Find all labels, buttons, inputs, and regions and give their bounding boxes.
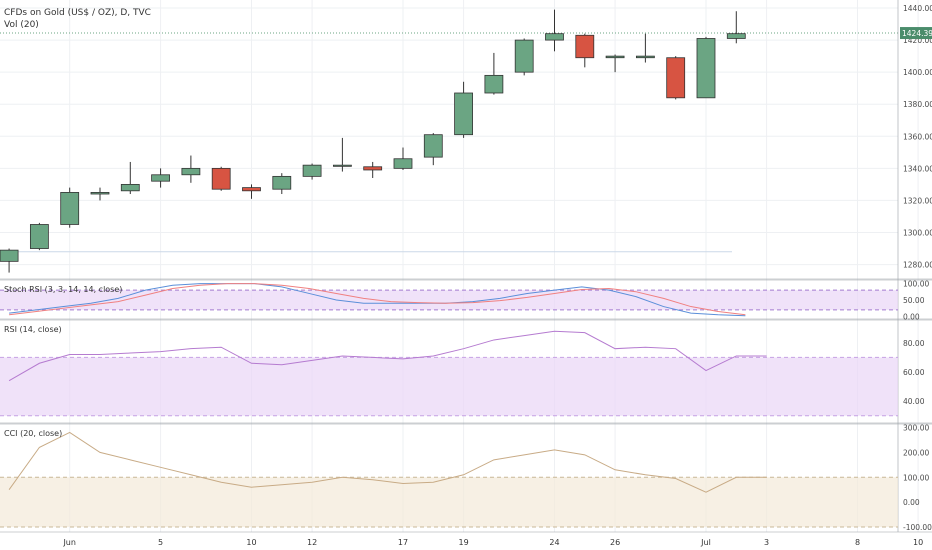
indicator-band	[0, 290, 898, 310]
x-axis-tick-label: 12	[307, 538, 317, 547]
candle-body[interactable]	[0, 249, 19, 262]
candle-body[interactable]	[545, 33, 564, 41]
indicator-line	[9, 283, 746, 317]
candle-body[interactable]	[242, 187, 261, 192]
symbol-title: CFDs on Gold (US$ / OZ), D, TVC	[4, 8, 151, 18]
candle-body[interactable]	[454, 92, 473, 136]
candle-body[interactable]	[151, 174, 170, 182]
candle-body[interactable]	[605, 55, 625, 59]
candle-body[interactable]	[484, 74, 504, 94]
indicator-band	[0, 477, 898, 528]
indicator-tick-label: 40.00	[903, 397, 925, 406]
x-axis-tick-label: 10	[246, 538, 256, 547]
indicator-tick-label: 60.00	[903, 368, 925, 377]
candle-body[interactable]	[332, 164, 352, 167]
candle-body[interactable]	[696, 38, 716, 99]
indicator-tick-label: 100.00	[903, 473, 929, 482]
indicator-tick-label: -100.00	[903, 523, 932, 532]
y-axis-tick-label: 1340.00	[903, 164, 932, 173]
candle-body[interactable]	[272, 175, 292, 190]
x-axis-tick-label: 26	[610, 538, 620, 547]
indicator-tick-label: 80.00	[903, 339, 925, 348]
volume-label: Vol (20)	[4, 20, 39, 30]
indicator-tick-label: 100.00	[903, 280, 929, 289]
y-axis-tick-label: 1380.00	[903, 100, 932, 109]
y-axis-tick-label: 1420.00	[903, 36, 932, 45]
candle-body[interactable]	[302, 164, 322, 177]
candle-body[interactable]	[181, 167, 201, 176]
candle-body[interactable]	[635, 55, 655, 59]
x-axis-tick-label: 19	[458, 538, 468, 547]
candle-body[interactable]	[393, 158, 413, 169]
y-axis-tick-label: 1360.00	[903, 132, 932, 141]
last-price-label: 1424.39	[902, 29, 932, 38]
candle-body[interactable]	[211, 167, 231, 190]
indicator-line	[9, 283, 746, 316]
indicator-tick-label: 200.00	[903, 448, 929, 457]
y-axis-tick-label: 1320.00	[903, 196, 932, 205]
x-axis-tick-label: 3	[764, 538, 769, 547]
indicator-line	[8, 330, 767, 382]
last-price-tag	[900, 27, 932, 40]
y-axis-tick-label: 1280.00	[903, 261, 932, 270]
indicator-tick-label: 50.00	[903, 296, 925, 305]
x-axis-tick-label: 17	[398, 538, 408, 547]
candle-body[interactable]	[726, 33, 746, 39]
x-axis-tick-label: 5	[158, 538, 163, 547]
x-axis-tick-label: Jun	[62, 538, 76, 547]
x-axis-tick-label: Jul	[700, 538, 711, 547]
candle-body[interactable]	[575, 34, 595, 59]
x-axis-tick-label: 8	[855, 538, 860, 547]
candle-body[interactable]	[90, 192, 110, 195]
indicator-title: Stoch RSI (3, 3, 14, 14, close)	[4, 285, 122, 294]
indicator-tick-label: 300.00	[903, 423, 929, 432]
x-axis-tick-label: 24	[549, 538, 559, 547]
candle-body[interactable]	[60, 192, 80, 225]
candle-body[interactable]	[423, 134, 443, 158]
indicator-tick-label: 0.00	[903, 312, 920, 321]
indicator-title: CCI (20, close)	[4, 429, 62, 438]
candle-body[interactable]	[29, 224, 49, 249]
indicator-title: RSI (14, close)	[4, 325, 62, 334]
candle-body[interactable]	[514, 39, 534, 73]
y-axis-tick-label: 1400.00	[903, 68, 932, 77]
x-axis-tick-label: 10	[913, 538, 923, 547]
candle-body[interactable]	[120, 183, 140, 192]
candle-body[interactable]	[363, 166, 383, 171]
candle-body[interactable]	[666, 57, 686, 99]
indicator-tick-label: 0.00	[903, 498, 920, 507]
y-axis-tick-label: 1300.00	[903, 229, 932, 238]
y-axis-tick-label: 1440.00	[903, 4, 932, 13]
indicator-band	[0, 357, 898, 416]
indicator-line	[8, 431, 767, 493]
